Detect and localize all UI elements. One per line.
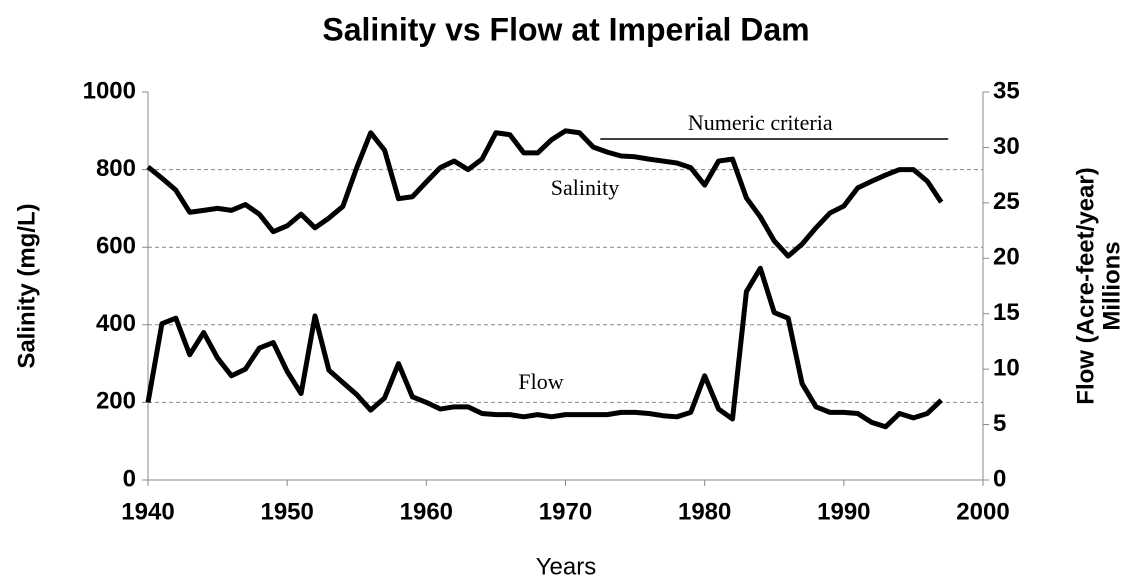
y2-tick-label: 20 — [993, 244, 1020, 271]
x-tick-label: 1940 — [121, 498, 174, 525]
series-label: Salinity — [551, 175, 619, 200]
series-line — [146, 128, 944, 259]
series-label: Flow — [518, 369, 563, 394]
x-tick-label: 1990 — [817, 498, 870, 525]
x-tick-label: 1970 — [539, 498, 592, 525]
chart-title: Salinity vs Flow at Imperial Dam — [322, 11, 809, 47]
y-tick-label: 1000 — [83, 77, 136, 104]
y-tick-label: 0 — [123, 465, 136, 492]
y2-tick-label: 0 — [993, 465, 1006, 492]
x-tick-label: 2000 — [956, 498, 1009, 525]
y2-tick-label: 15 — [993, 299, 1020, 326]
series-line — [145, 265, 943, 430]
y2-tick-label: 5 — [993, 410, 1006, 437]
x-axis-label: Years — [536, 553, 597, 580]
y-tick-label: 200 — [96, 388, 136, 415]
annotation-label: Numeric criteria — [688, 110, 833, 135]
y2-tick-label: 25 — [993, 188, 1020, 215]
x-tick-label: 1950 — [260, 498, 313, 525]
y2-tick-label: 35 — [993, 77, 1020, 104]
x-tick-label: 1980 — [678, 498, 731, 525]
y2-axis-label: Millions — [1098, 241, 1125, 330]
y2-tick-label: 30 — [993, 133, 1020, 160]
y2-axis-label: Flow (Acre-feet/year) — [1072, 167, 1099, 404]
y-tick-label: 600 — [96, 233, 136, 260]
y-tick-label: 800 — [96, 155, 136, 182]
y-axis-label: Salinity (mg/L) — [13, 203, 40, 368]
y-tick-label: 400 — [96, 310, 136, 337]
x-tick-label: 1960 — [400, 498, 453, 525]
y2-tick-label: 10 — [993, 354, 1020, 381]
